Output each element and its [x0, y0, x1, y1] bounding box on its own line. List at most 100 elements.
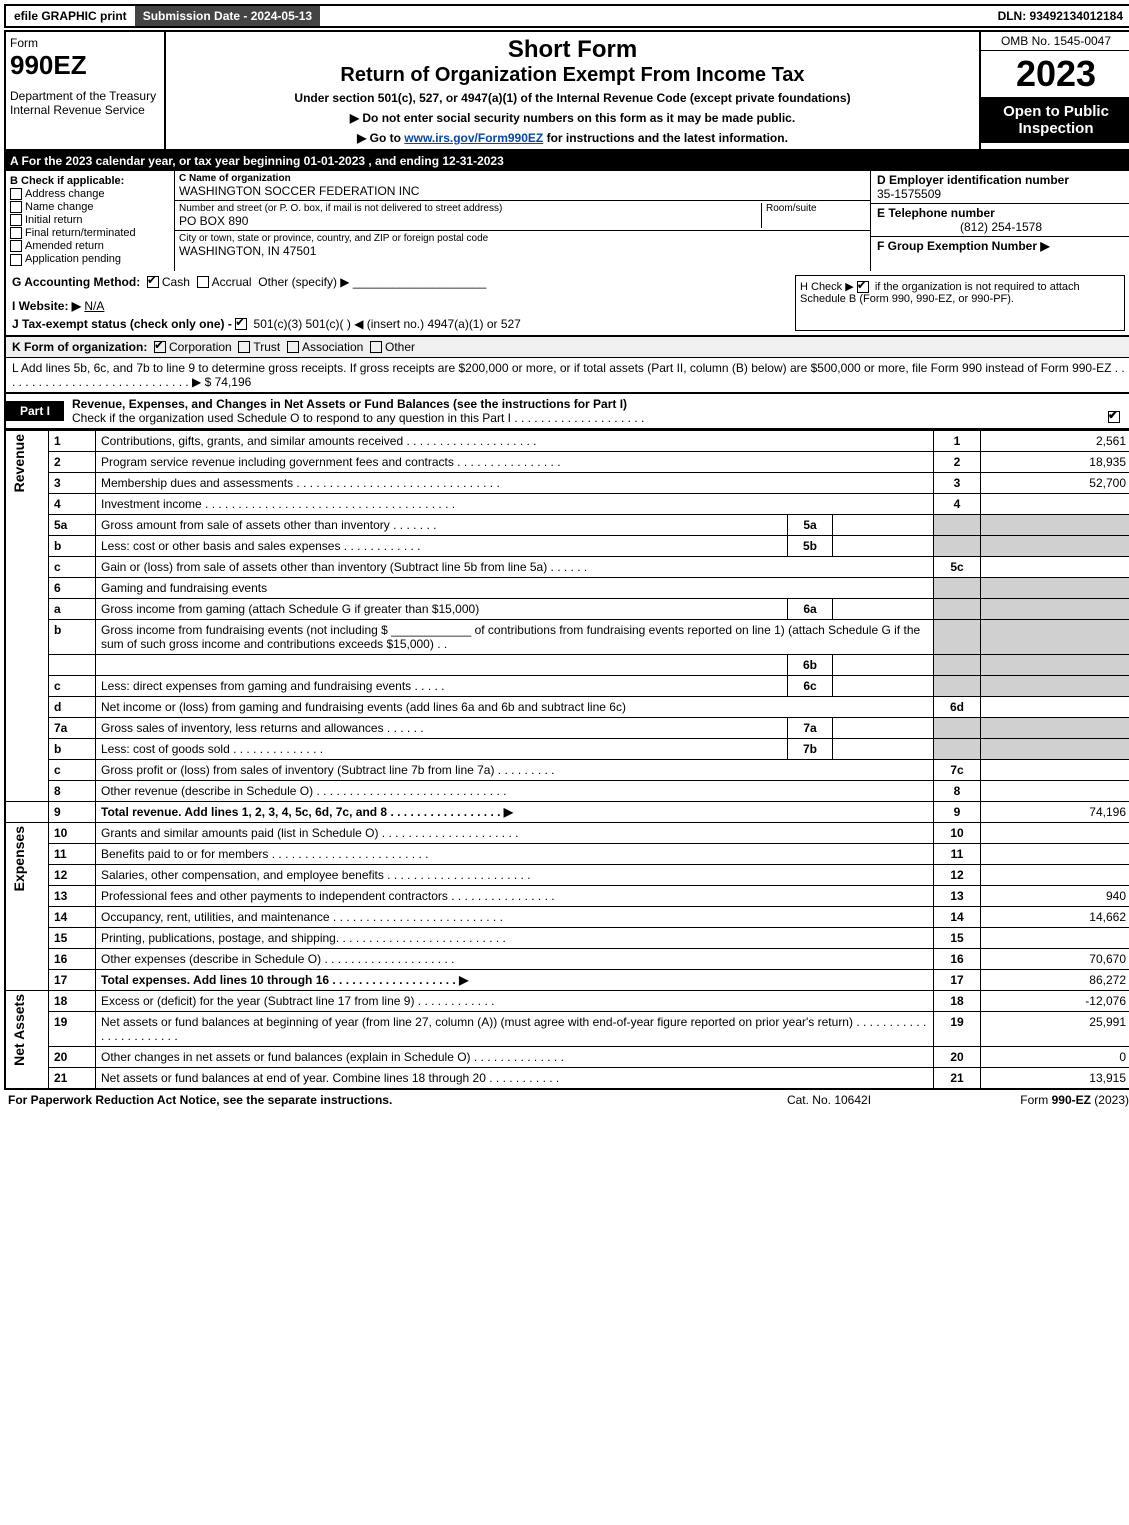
ein-block: D Employer identification number 35-1575… — [871, 171, 1129, 204]
page-footer: For Paperwork Reduction Act Notice, see … — [4, 1090, 1129, 1110]
line-19-value: 25,991 — [981, 1011, 1129, 1046]
line-12-value — [981, 864, 1129, 885]
line-11-desc: Benefits paid to or for members . . . . … — [96, 843, 934, 864]
line-10-value — [981, 822, 1129, 843]
h-box: H Check ▶ if the organization is not req… — [795, 275, 1125, 331]
line-7b-desc: Less: cost of goods sold . . . . . . . .… — [96, 738, 788, 759]
line-6-desc: Gaming and fundraising events — [96, 577, 934, 598]
cb-name-change[interactable]: Name change — [10, 201, 170, 213]
line-4-desc: Investment income . . . . . . . . . . . … — [96, 493, 934, 514]
line-10-desc: Grants and similar amounts paid (list in… — [96, 822, 934, 843]
cb-final-return[interactable]: Final return/terminated — [10, 227, 170, 239]
under-section: Under section 501(c), 527, or 4947(a)(1)… — [170, 91, 975, 105]
k-label: K Form of organization: — [12, 340, 147, 354]
topbar-spacer — [320, 6, 989, 26]
org-name: WASHINGTON SOCCER FEDERATION INC — [179, 184, 866, 198]
part-1-label: Part I — [6, 401, 64, 421]
j-row: J Tax-exempt status (check only one) - 5… — [12, 317, 787, 331]
footer-left: For Paperwork Reduction Act Notice, see … — [8, 1093, 729, 1107]
cb-corp[interactable] — [154, 341, 166, 353]
netassets-section-label: Net Assets — [11, 994, 27, 1066]
line-5a-desc: Gross amount from sale of assets other t… — [96, 514, 788, 535]
part-1-header: Part I Revenue, Expenses, and Changes in… — [4, 392, 1129, 430]
expenses-section-label: Expenses — [11, 826, 27, 891]
line-20-desc: Other changes in net assets or fund bala… — [96, 1046, 934, 1067]
line-13-value: 940 — [981, 885, 1129, 906]
cb-501c3[interactable] — [235, 318, 247, 330]
line-6b-desc: Gross income from fundraising events (no… — [96, 619, 934, 654]
row-k: K Form of organization: Corporation Trus… — [4, 337, 1129, 358]
h-text1: H Check ▶ — [800, 281, 857, 293]
line-21-value: 13,915 — [981, 1067, 1129, 1089]
line-9-value: 74,196 — [981, 801, 1129, 822]
cb-address-change[interactable]: Address change — [10, 188, 170, 200]
line-3-desc: Membership dues and assessments . . . . … — [96, 472, 934, 493]
line-5b-desc: Less: cost or other basis and sales expe… — [96, 535, 788, 556]
form-word: Form — [10, 36, 160, 50]
row-a: A For the 2023 calendar year, or tax yea… — [4, 151, 1129, 171]
tax-year: 2023 — [981, 51, 1129, 97]
line-17-desc: Total expenses. Add lines 10 through 16 … — [96, 969, 934, 990]
line-17-value: 86,272 — [981, 969, 1129, 990]
row-l: L Add lines 5b, 6c, and 7b to line 9 to … — [4, 358, 1129, 392]
cb-other-org[interactable] — [370, 341, 382, 353]
line-15-desc: Printing, publications, postage, and shi… — [96, 927, 934, 948]
line-9-desc: Total revenue. Add lines 1, 2, 3, 4, 5c,… — [96, 801, 934, 822]
line-11-value — [981, 843, 1129, 864]
header-left: Form 990EZ Department of the Treasury In… — [6, 32, 166, 149]
line-7a-subval — [833, 717, 934, 738]
line-8-desc: Other revenue (describe in Schedule O) .… — [96, 780, 934, 801]
line-14-desc: Occupancy, rent, utilities, and maintena… — [96, 906, 934, 927]
open-public: Open to Public Inspection — [981, 97, 1129, 143]
line-18-value: -12,076 — [981, 990, 1129, 1011]
lines-table: Revenue 1 Contributions, gifts, grants, … — [4, 430, 1129, 1090]
ssn-warning: ▶ Do not enter social security numbers o… — [170, 111, 975, 125]
i-label: I Website: ▶ — [12, 299, 81, 313]
revenue-section-label: Revenue — [11, 434, 27, 492]
part-1-title: Revenue, Expenses, and Changes in Net As… — [64, 394, 1129, 428]
line-7a-desc: Gross sales of inventory, less returns a… — [96, 717, 788, 738]
cb-h[interactable] — [857, 281, 869, 293]
f-label: F Group Exemption Number ▶ — [877, 239, 1050, 253]
line-7c-desc: Gross profit or (loss) from sales of inv… — [96, 759, 934, 780]
dept-line-1: Department of the Treasury — [10, 89, 160, 103]
part-1-check: Check if the organization used Schedule … — [72, 411, 644, 425]
c-name-label: C Name of organization — [179, 173, 866, 184]
line-5c-desc: Gain or (loss) from sale of assets other… — [96, 556, 934, 577]
org-name-block: C Name of organization WASHINGTON SOCCER… — [175, 171, 870, 201]
line-6b-subval — [833, 654, 934, 675]
irs-link[interactable]: www.irs.gov/Form990EZ — [404, 131, 543, 145]
header-mid: Short Form Return of Organization Exempt… — [166, 32, 979, 149]
line-5a-subval — [833, 514, 934, 535]
room-label: Room/suite — [766, 203, 866, 214]
line-6a-subval — [833, 598, 934, 619]
l-text: L Add lines 5b, 6c, and 7b to line 9 to … — [12, 361, 1125, 389]
line-6c-desc: Less: direct expenses from gaming and fu… — [96, 675, 788, 696]
header-right: OMB No. 1545-0047 2023 Open to Public In… — [979, 32, 1129, 149]
cb-accrual[interactable] — [197, 276, 209, 288]
line-19-desc: Net assets or fund balances at beginning… — [96, 1011, 934, 1046]
section-g-h-i-j: G Accounting Method: Cash Accrual Other … — [4, 271, 1129, 337]
j-opts: 501(c)(3) 501(c)( ) ◀ (insert no.) 4947(… — [254, 317, 521, 331]
cb-schedule-o[interactable] — [1108, 411, 1120, 423]
line-5b-subval — [833, 535, 934, 556]
i-row: I Website: ▶ N/A — [12, 299, 787, 313]
line-21-desc: Net assets or fund balances at end of ye… — [96, 1067, 934, 1089]
cb-assoc[interactable] — [287, 341, 299, 353]
form-header: Form 990EZ Department of the Treasury In… — [4, 30, 1129, 151]
cb-trust[interactable] — [238, 341, 250, 353]
cb-application-pending[interactable]: Application pending — [10, 253, 170, 265]
column-d-e-f: D Employer identification number 35-1575… — [871, 171, 1129, 271]
goto-post: for instructions and the latest informat… — [543, 131, 788, 145]
line-7b-subval — [833, 738, 934, 759]
website-value: N/A — [84, 299, 104, 313]
return-title: Return of Organization Exempt From Incom… — [170, 64, 975, 87]
tel-value: (812) 254-1578 — [877, 220, 1125, 234]
cb-amended-return[interactable]: Amended return — [10, 240, 170, 252]
line-16-desc: Other expenses (describe in Schedule O) … — [96, 948, 934, 969]
cb-initial-return[interactable]: Initial return — [10, 214, 170, 226]
line-6b-sub — [96, 654, 788, 675]
dln-label: DLN: 93492134012184 — [990, 6, 1129, 26]
cb-cash[interactable] — [147, 276, 159, 288]
ein-value: 35-1575509 — [877, 187, 1125, 201]
